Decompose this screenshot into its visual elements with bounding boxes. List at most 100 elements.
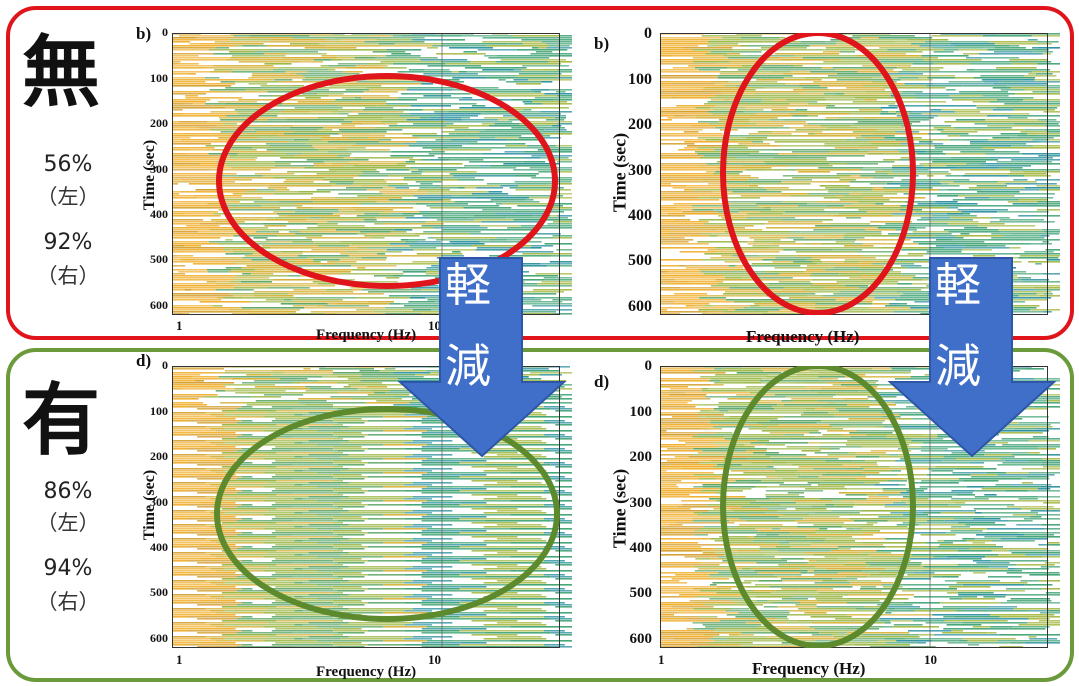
spectrogram-stripe [338,392,375,394]
spectrogram-stripe [350,155,391,157]
spectrogram-stripe [172,578,222,580]
spectrogram-stripe [326,275,374,277]
spectrogram-stripe [449,189,472,191]
spectrogram-stripe [276,550,334,552]
spectrogram-stripe [1046,87,1060,89]
spectrogram-stripe [172,249,224,251]
spectrogram-stripe [507,65,523,67]
spectrogram-stripe [834,105,889,107]
spectrogram-stripe [945,87,993,89]
spectrogram-stripe [453,87,499,89]
spectrogram-stripe [267,566,309,568]
spectrogram-stripe [361,642,422,644]
spectrogram-stripe [361,572,422,574]
spectrogram-stripe [275,460,333,462]
spectrogram-stripe [424,297,444,299]
spectrogram-stripe [172,303,236,305]
spectrogram-stripe [753,225,768,227]
spectrogram-stripe [318,51,373,53]
spectrogram-stripe [210,554,225,556]
spectrogram-stripe [388,295,411,297]
spectrogram-stripe [172,39,230,41]
spectrogram-stripe [537,149,572,151]
spectrogram-stripe [660,113,712,115]
spectrogram-stripe [340,498,405,500]
spectrogram-stripe [196,73,253,75]
spectrogram-stripe [216,281,231,283]
spectrogram-stripe [359,73,371,75]
spectrogram-stripe [825,205,844,207]
spectrogram-stripe [883,203,918,205]
spectrogram-stripe [257,189,275,191]
spectrogram-stripe [412,454,453,456]
spectrogram-stripe [263,570,318,572]
spectrogram-stripe [883,191,914,193]
spectrogram-stripe [453,123,482,125]
spectrogram-stripe [368,644,405,646]
spectrogram-stripe [464,157,524,159]
spectrogram-stripe [227,203,240,205]
spectrogram-stripe [918,77,928,79]
spectrogram-stripe [810,243,821,245]
spectrogram-stripe [793,89,830,91]
spectrogram-stripe [221,199,269,201]
spectrogram-stripe [361,600,422,602]
spectrogram-stripe [779,273,812,275]
spectrogram-stripe [317,93,344,95]
spectrogram-stripe [706,404,757,406]
spectrogram-stripe [448,133,456,135]
spectrogram-stripe [383,416,427,418]
spectrogram-stripe [339,259,387,261]
spectrogram-stripe [222,305,280,307]
spectrogram-stripe [245,181,284,183]
spectrogram-stripe [516,251,554,253]
spectrogram-stripe [172,153,188,155]
spectrogram-stripe [980,75,1025,77]
spectrogram-stripe [791,398,844,400]
spectrogram-stripe [535,51,553,53]
spectrogram-stripe [241,420,253,422]
spectrogram-stripe [1032,139,1047,141]
spectrogram-stripe [172,510,206,512]
spectrogram-stripe [233,596,295,598]
spectrogram-stripe [511,207,553,209]
spectrogram-stripe [723,281,779,283]
spectrogram-stripe [542,69,558,71]
spectrogram-stripe [938,57,959,59]
spectrogram-stripe [1014,123,1059,125]
spectrogram-stripe [384,123,398,125]
spectrogram-stripe [1030,243,1052,245]
spectrogram-stripe [466,167,517,169]
spectrogram-stripe [969,233,992,235]
spectrogram-stripe [267,622,309,624]
spectrogram-stripe [820,243,853,245]
spectrogram-stripe [1029,239,1060,241]
spectrogram-stripe [172,161,216,163]
spectrogram-stripe [364,436,422,438]
spectrogram-stripe [464,165,481,167]
spectrogram-stripe [354,165,406,167]
spectrogram-stripe [180,139,231,141]
spectrogram-stripe [800,41,826,43]
spectrogram-stripe [412,524,453,526]
spectrogram-stripe [794,382,804,384]
spectrogram-stripe [334,41,365,43]
spectrogram-stripe [172,69,197,71]
spectrogram-stripe [506,217,568,219]
spectrogram-stripe [223,123,237,125]
spectrogram-stripe [172,634,222,636]
spectrogram-stripe [236,173,255,175]
spectrogram-stripe [521,69,543,71]
spectrogram-stripe [660,291,725,293]
spectrogram-stripe [839,283,898,285]
spectrogram-stripe [660,396,706,398]
spectrogram-stripe [235,614,276,616]
spectrogram-stripe [761,77,784,79]
spectrogram-stripe [814,307,835,309]
spectrogram-stripe [669,394,707,396]
spectrogram-stripe [346,251,360,253]
spectrogram-stripe [825,107,881,109]
spectrogram-stripe [172,580,206,582]
spectrogram-stripe [660,223,678,225]
spectrogram-stripe [187,420,242,422]
